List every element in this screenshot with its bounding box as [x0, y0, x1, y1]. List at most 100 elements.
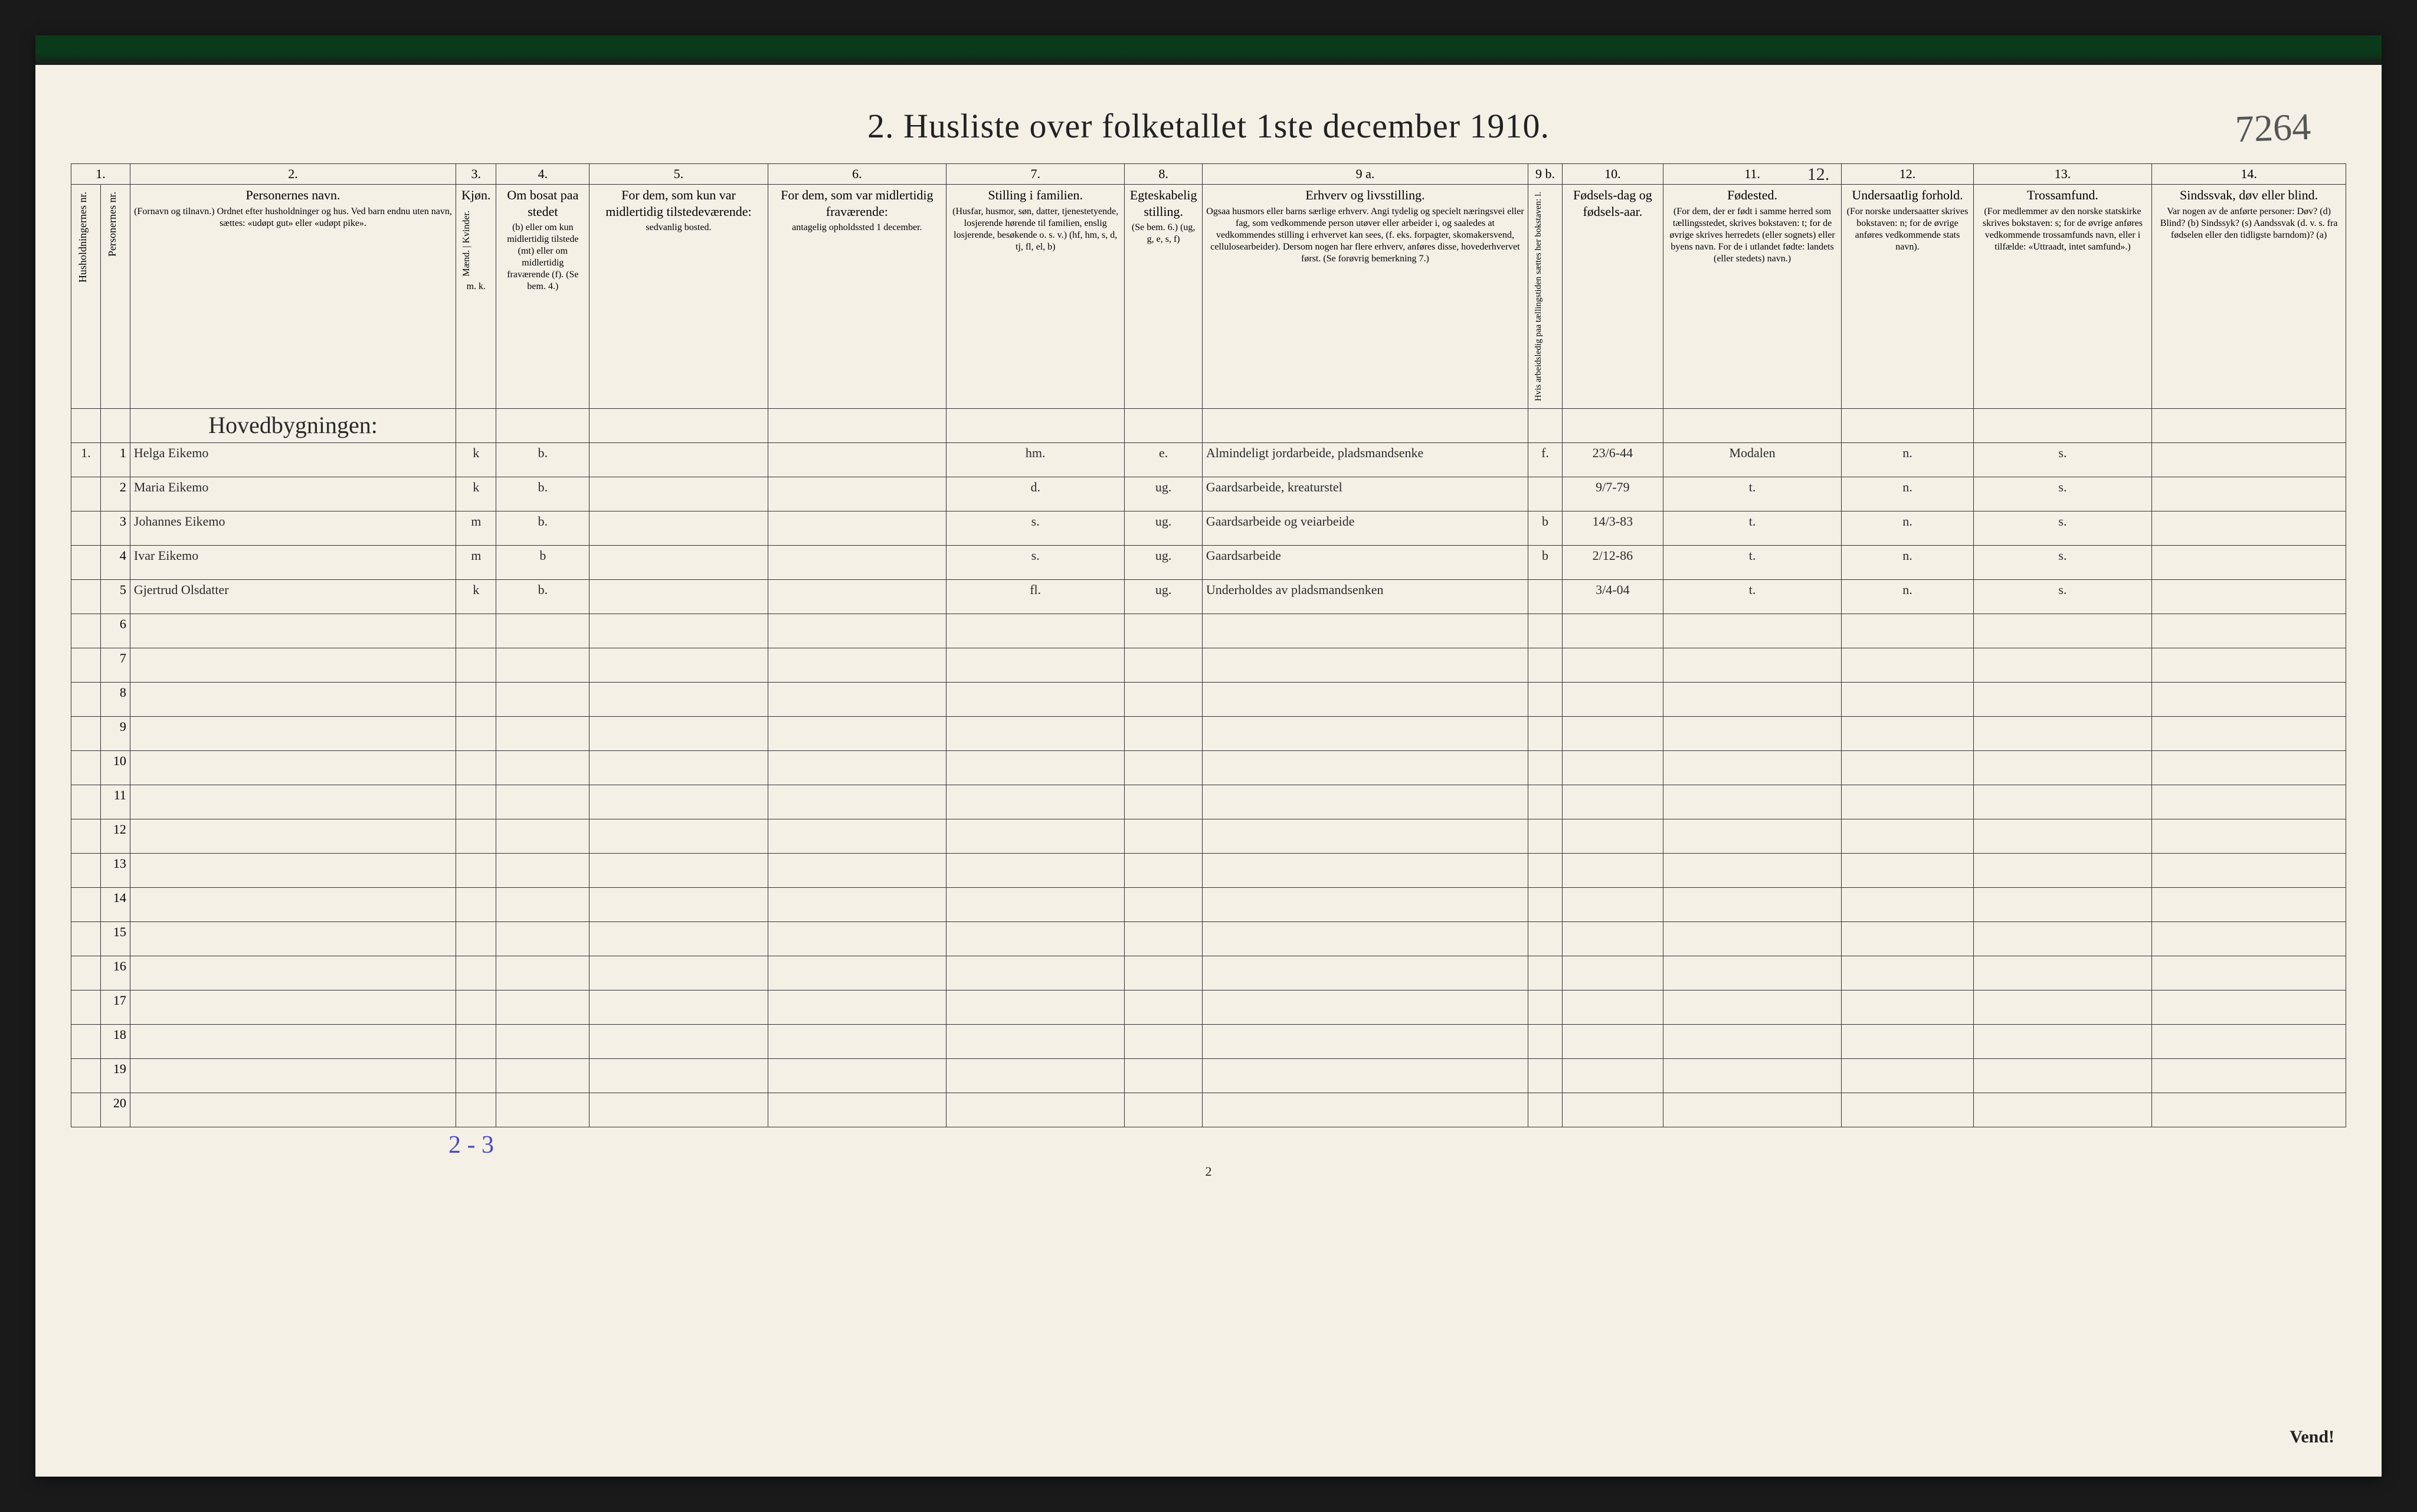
religion: s.	[1973, 511, 2151, 545]
cell	[2152, 819, 2346, 853]
person-nr: 10	[100, 750, 130, 785]
cell	[1125, 785, 1202, 819]
cell	[1842, 614, 1974, 648]
cell	[1663, 819, 1841, 853]
cell	[456, 921, 496, 956]
colnum-9b: 9 b.	[1528, 164, 1563, 185]
cell	[496, 1058, 589, 1093]
cell	[768, 819, 946, 853]
cell	[1663, 682, 1841, 716]
scan-top-edge	[35, 35, 2382, 65]
cell	[1202, 614, 1528, 648]
cell	[130, 921, 456, 956]
family-position: d.	[947, 477, 1125, 511]
cell	[2152, 1093, 2346, 1127]
cell	[496, 819, 589, 853]
birthdate: 9/7-79	[1562, 477, 1663, 511]
marital: ug.	[1125, 511, 1202, 545]
cell	[1528, 716, 1563, 750]
cell	[71, 1058, 101, 1093]
sex: k	[456, 477, 496, 511]
cell	[1663, 648, 1841, 682]
cell	[71, 853, 101, 887]
header-nationality-sub: (For norske undersaatter skrives bokstav…	[1845, 206, 1970, 253]
cell	[1842, 887, 1974, 921]
cell	[1562, 819, 1663, 853]
cell	[1842, 716, 1974, 750]
cell	[1125, 819, 1202, 853]
cell	[71, 614, 101, 648]
header-sex-mk: m. k.	[460, 281, 492, 293]
birthplace: t.	[1663, 477, 1841, 511]
table-row: 4Ivar Eikemombs.ug.Gaardsarbeideb2/12-86…	[71, 545, 2346, 579]
marital: ug.	[1125, 579, 1202, 614]
header-occ-sub: Ogsaa husmors eller barns særlige erhver…	[1206, 206, 1524, 265]
cell	[1973, 614, 2151, 648]
person-nr: 13	[100, 853, 130, 887]
family-position: s.	[947, 511, 1125, 545]
cell	[130, 682, 456, 716]
header-sex-sub: Mænd. | Kvinder.	[460, 206, 474, 281]
colnum-5: 5.	[589, 164, 768, 185]
cell	[1842, 408, 1974, 442]
cell	[589, 682, 768, 716]
header-birthdate-main: Fødsels-dag og fødsels-aar.	[1566, 187, 1659, 219]
person-nr: 9	[100, 716, 130, 750]
residence: b.	[496, 477, 589, 511]
cell	[768, 614, 946, 648]
cell	[71, 750, 101, 785]
cell	[496, 785, 589, 819]
marital: ug.	[1125, 545, 1202, 579]
temp-present	[589, 511, 768, 545]
cell	[1528, 648, 1563, 682]
temp-present	[589, 545, 768, 579]
disability	[2152, 511, 2346, 545]
cell	[768, 921, 946, 956]
disability	[2152, 579, 2346, 614]
person-nr: 7	[100, 648, 130, 682]
cell	[589, 819, 768, 853]
cell	[130, 819, 456, 853]
header-temp-present-sub: sedvanlig bosted.	[593, 222, 764, 234]
cell	[1973, 921, 2151, 956]
table-row-empty: 20	[71, 1093, 2346, 1127]
header-sex: Kjøn. Mænd. | Kvinder. m. k.	[456, 185, 496, 409]
cell	[2152, 785, 2346, 819]
column-header-row: Husholdningernes nr. Personernes nr. Per…	[71, 185, 2346, 409]
cell	[456, 682, 496, 716]
person-name: Maria Eikemo	[130, 477, 456, 511]
cell	[1973, 956, 2151, 990]
header-name-sub: (Fornavn og tilnavn.) Ordnet efter husho…	[134, 206, 452, 229]
sex: m	[456, 511, 496, 545]
marital: e.	[1125, 442, 1202, 477]
cell	[456, 1024, 496, 1058]
header-residence: Om bosat paa stedet (b) eller om kun mid…	[496, 185, 589, 409]
person-name: Gjertrud Olsdatter	[130, 579, 456, 614]
person-nr: 2	[100, 477, 130, 511]
birthdate: 2/12-86	[1562, 545, 1663, 579]
nationality: n.	[1842, 579, 1974, 614]
cell	[1528, 750, 1563, 785]
cell	[1125, 990, 1202, 1024]
household-nr: 1.	[71, 442, 101, 477]
cell	[1973, 408, 2151, 442]
family-position: s.	[947, 545, 1125, 579]
birthplace: t.	[1663, 579, 1841, 614]
cell	[1562, 614, 1663, 648]
cell	[2152, 408, 2346, 442]
table-row-empty: 19	[71, 1058, 2346, 1093]
cell	[1663, 750, 1841, 785]
cell	[1562, 990, 1663, 1024]
cell	[947, 819, 1125, 853]
cell	[947, 990, 1125, 1024]
header-disability: Sindssvak, døv eller blind. Var nogen av…	[2152, 185, 2346, 409]
cell	[589, 1024, 768, 1058]
cell	[1125, 648, 1202, 682]
occupation: Gaardsarbeide og veiarbeide	[1202, 511, 1528, 545]
header-name-main: Personernes navn.	[134, 187, 452, 204]
header-temp-absent: For dem, som var midlertidig fraværende:…	[768, 185, 946, 409]
cell	[496, 1093, 589, 1127]
cell	[1973, 1024, 2151, 1058]
header-marital-sub: (Se bem. 6.) (ug, g, e, s, f)	[1128, 222, 1198, 245]
cell	[1528, 1024, 1563, 1058]
